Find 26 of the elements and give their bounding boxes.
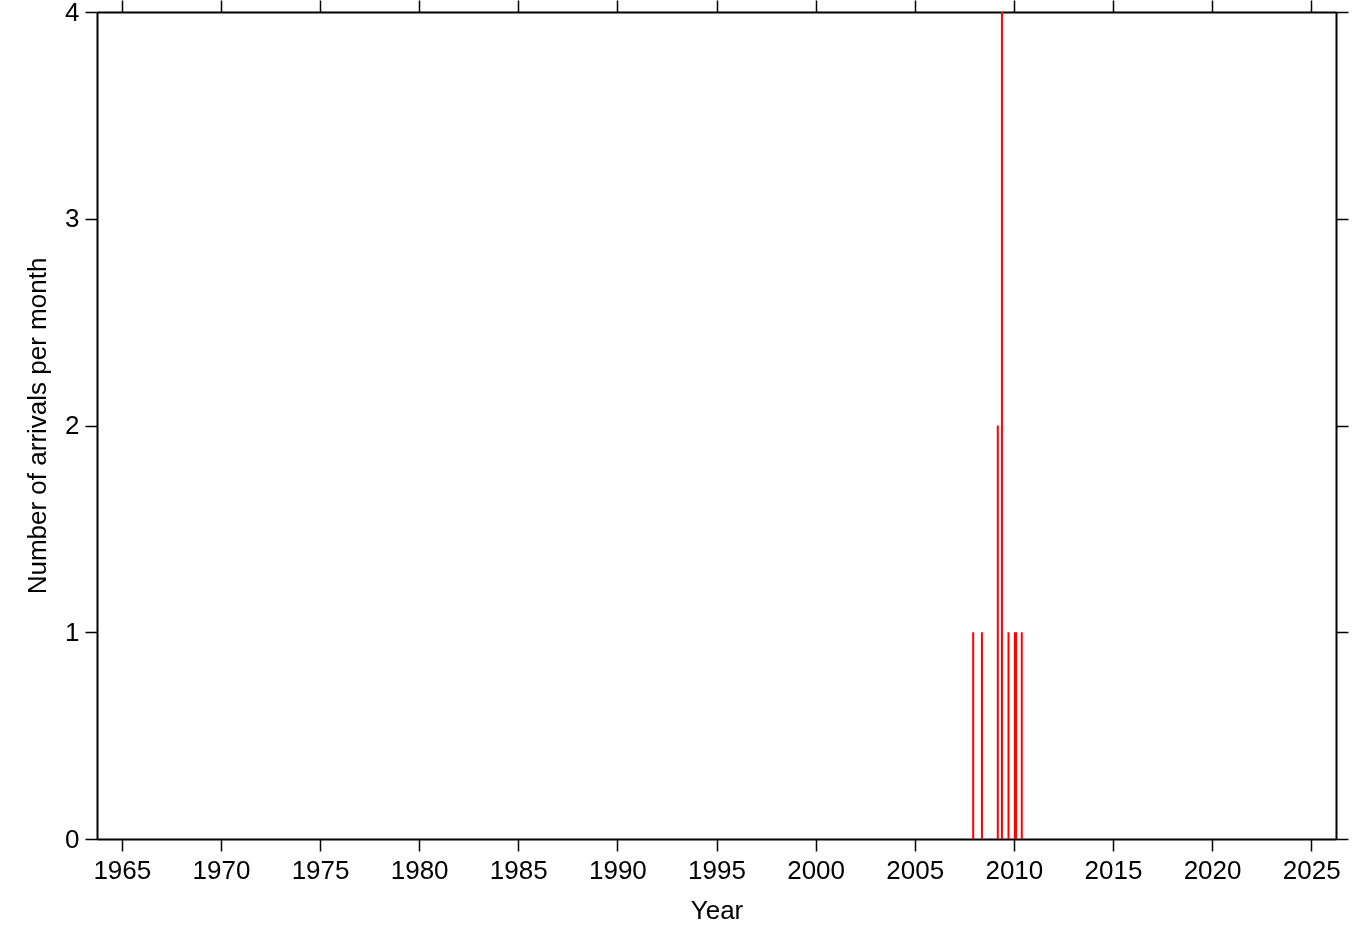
x-tick-label: 2000: [787, 854, 846, 885]
x-tick-label: 1995: [688, 854, 746, 885]
x-tick-label: 2020: [1183, 854, 1242, 885]
y-tick-label: 1: [65, 616, 80, 647]
x-tick-label: 2015: [1084, 854, 1143, 885]
bar: [1007, 632, 1010, 839]
x-tick-label: 1970: [192, 854, 251, 885]
x-tick-label: 2005: [886, 854, 945, 885]
y-tick-label: 0: [65, 823, 80, 854]
x-tick-label: 1980: [390, 854, 449, 885]
x-tick-label: 1965: [93, 854, 152, 885]
x-tick-label: 1975: [291, 854, 350, 885]
y-tick-label: 3: [65, 203, 80, 234]
y-tick-label: 2: [65, 410, 80, 440]
bar: [996, 425, 999, 839]
y-axis-title: Number of arrivals per month: [22, 257, 53, 595]
bar: [980, 632, 983, 839]
bar: [972, 632, 975, 839]
bar: [1000, 12, 1003, 839]
x-tick-label: 1985: [489, 854, 548, 885]
y-tick-label: 4: [65, 0, 80, 27]
x-tick-label: 2025: [1282, 854, 1341, 885]
x-tick-label: 2010: [985, 854, 1044, 885]
x-tick-label: 1990: [588, 854, 647, 885]
bar: [1020, 632, 1023, 839]
x-axis-title: Year: [690, 894, 744, 925]
